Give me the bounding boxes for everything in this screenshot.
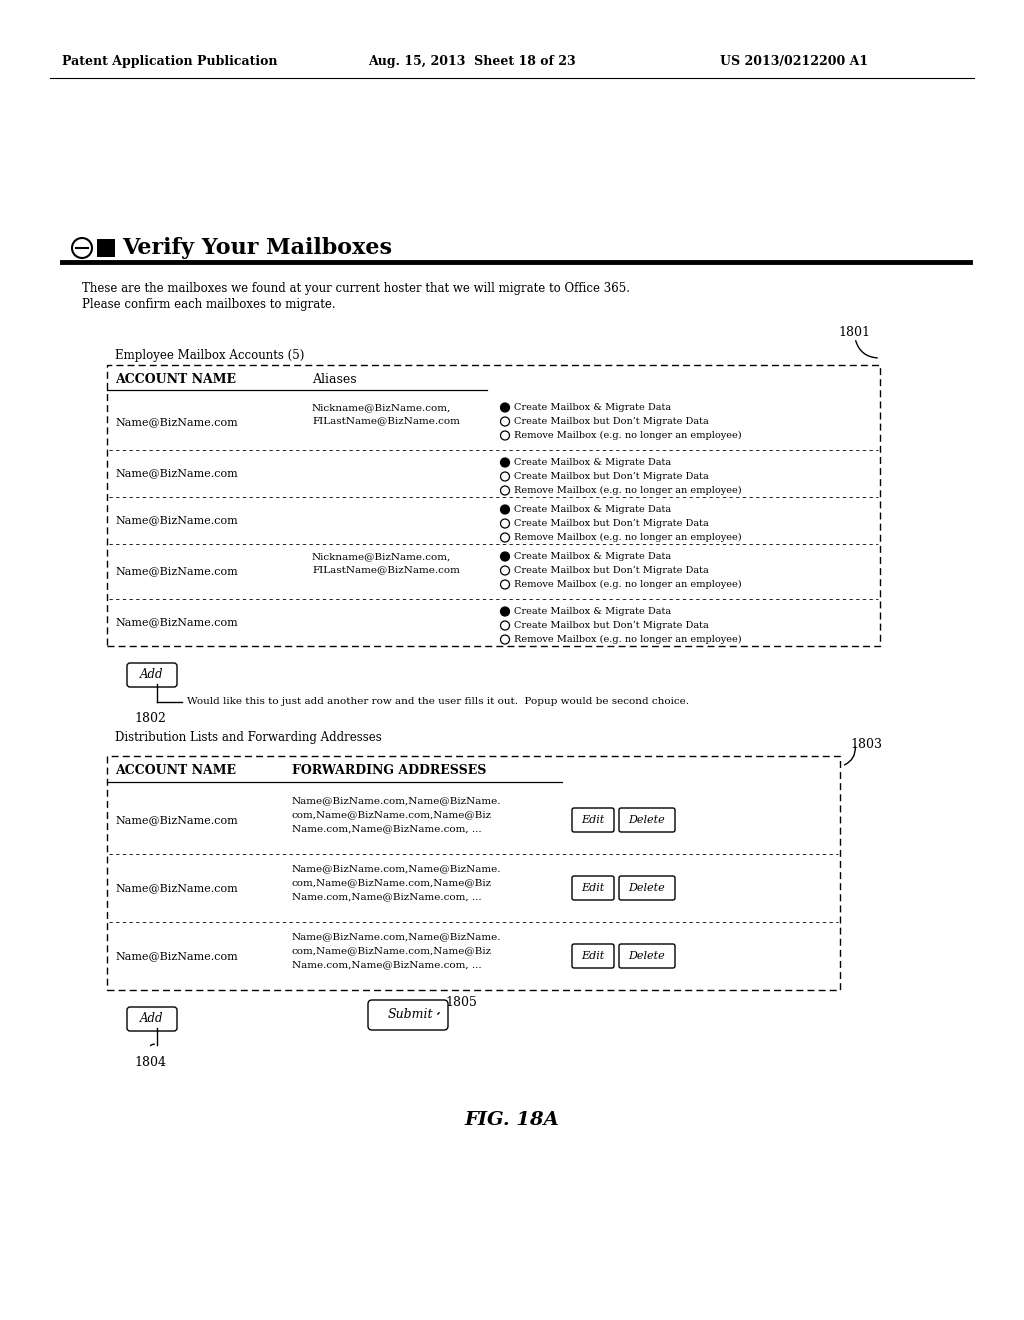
Text: Name@BizName.com: Name@BizName.com	[115, 566, 238, 577]
Circle shape	[501, 473, 510, 480]
Text: Submit: Submit	[387, 1008, 433, 1022]
Text: Distribution Lists and Forwarding Addresses: Distribution Lists and Forwarding Addres…	[115, 731, 382, 744]
Text: FIG. 18A: FIG. 18A	[465, 1111, 559, 1129]
Text: com,Name@BizName.com,Name@Biz: com,Name@BizName.com,Name@Biz	[292, 878, 493, 887]
Text: Name@BizName.com: Name@BizName.com	[115, 417, 238, 428]
Text: ACCOUNT NAME: ACCOUNT NAME	[115, 374, 236, 385]
Circle shape	[501, 620, 510, 630]
Text: Remove Mailbox (e.g. no longer an employee): Remove Mailbox (e.g. no longer an employ…	[514, 430, 741, 440]
Circle shape	[501, 533, 510, 543]
Text: Create Mailbox but Don’t Migrate Data: Create Mailbox but Don’t Migrate Data	[514, 473, 709, 480]
Text: Delete: Delete	[629, 950, 666, 961]
Text: 1801: 1801	[838, 326, 870, 339]
Text: FORWARDING ADDRESSES: FORWARDING ADDRESSES	[292, 764, 486, 777]
FancyBboxPatch shape	[106, 756, 840, 990]
Circle shape	[501, 403, 510, 412]
Text: ACCOUNT NAME: ACCOUNT NAME	[115, 764, 236, 777]
Circle shape	[501, 579, 510, 589]
Circle shape	[501, 519, 510, 528]
Circle shape	[501, 635, 510, 644]
Text: Remove Mailbox (e.g. no longer an employee): Remove Mailbox (e.g. no longer an employ…	[514, 533, 741, 543]
FancyBboxPatch shape	[618, 944, 675, 968]
Text: com,Name@BizName.com,Name@Biz: com,Name@BizName.com,Name@Biz	[292, 946, 493, 954]
Text: Name.com,Name@BizName.com, ...: Name.com,Name@BizName.com, ...	[292, 892, 481, 902]
Circle shape	[501, 607, 510, 616]
FancyBboxPatch shape	[572, 944, 614, 968]
FancyBboxPatch shape	[572, 876, 614, 900]
Text: Edit: Edit	[582, 950, 604, 961]
Text: Nickname@BizName.com,: Nickname@BizName.com,	[312, 403, 452, 412]
Text: Create Mailbox but Don’t Migrate Data: Create Mailbox but Don’t Migrate Data	[514, 620, 709, 630]
Circle shape	[501, 566, 510, 576]
Text: Create Mailbox & Migrate Data: Create Mailbox & Migrate Data	[514, 506, 671, 513]
Text: Add: Add	[140, 668, 164, 681]
Text: Name@BizName.com: Name@BizName.com	[115, 950, 238, 961]
Text: Name@BizName.com,Name@BizName.: Name@BizName.com,Name@BizName.	[292, 865, 502, 873]
Text: Nickname@BizName.com,: Nickname@BizName.com,	[312, 552, 452, 561]
Text: Delete: Delete	[629, 814, 666, 825]
Text: Name@BizName.com,Name@BizName.: Name@BizName.com,Name@BizName.	[292, 932, 502, 941]
Text: Create Mailbox but Don’t Migrate Data: Create Mailbox but Don’t Migrate Data	[514, 519, 709, 528]
Circle shape	[501, 506, 510, 513]
Text: Name.com,Name@BizName.com, ...: Name.com,Name@BizName.com, ...	[292, 960, 481, 969]
Text: FILastName@BizName.com: FILastName@BizName.com	[312, 565, 460, 574]
Text: Name@BizName.com: Name@BizName.com	[115, 814, 238, 825]
Text: Create Mailbox but Don’t Migrate Data: Create Mailbox but Don’t Migrate Data	[514, 417, 709, 426]
Circle shape	[501, 417, 510, 426]
Text: Remove Mailbox (e.g. no longer an employee): Remove Mailbox (e.g. no longer an employ…	[514, 579, 741, 589]
Text: Name@BizName.com: Name@BizName.com	[115, 883, 238, 894]
Circle shape	[501, 432, 510, 440]
Text: Create Mailbox & Migrate Data: Create Mailbox & Migrate Data	[514, 607, 671, 616]
Text: Create Mailbox & Migrate Data: Create Mailbox & Migrate Data	[514, 403, 671, 412]
Text: Employee Mailbox Accounts (5): Employee Mailbox Accounts (5)	[115, 348, 304, 362]
FancyBboxPatch shape	[127, 663, 177, 686]
FancyBboxPatch shape	[618, 876, 675, 900]
FancyBboxPatch shape	[106, 366, 880, 645]
Text: Would like this to just add another row and the user fills it out.  Popup would : Would like this to just add another row …	[187, 697, 689, 706]
Text: Name@BizName.com: Name@BizName.com	[115, 618, 238, 627]
Text: Name@BizName.com: Name@BizName.com	[115, 516, 238, 525]
Text: Create Mailbox but Don’t Migrate Data: Create Mailbox but Don’t Migrate Data	[514, 566, 709, 576]
Text: Patent Application Publication: Patent Application Publication	[62, 55, 278, 69]
Text: Aliases: Aliases	[312, 374, 356, 385]
Text: 1804: 1804	[134, 1056, 166, 1068]
Circle shape	[501, 552, 510, 561]
Text: 1803: 1803	[850, 738, 882, 751]
Text: These are the mailboxes we found at your current hoster that we will migrate to : These are the mailboxes we found at your…	[82, 282, 630, 294]
Text: Edit: Edit	[582, 883, 604, 894]
Text: Name@BizName.com: Name@BizName.com	[115, 469, 238, 479]
Text: Edit: Edit	[582, 814, 604, 825]
Text: Verify Your Mailboxes: Verify Your Mailboxes	[122, 238, 392, 259]
FancyBboxPatch shape	[618, 808, 675, 832]
Text: Name@BizName.com,Name@BizName.: Name@BizName.com,Name@BizName.	[292, 796, 502, 805]
Text: com,Name@BizName.com,Name@Biz: com,Name@BizName.com,Name@Biz	[292, 810, 493, 818]
Text: Create Mailbox & Migrate Data: Create Mailbox & Migrate Data	[514, 458, 671, 467]
FancyBboxPatch shape	[97, 239, 115, 257]
Text: Remove Mailbox (e.g. no longer an employee): Remove Mailbox (e.g. no longer an employ…	[514, 486, 741, 495]
Circle shape	[501, 458, 510, 467]
Text: 1805: 1805	[445, 995, 477, 1008]
Text: FILastName@BizName.com: FILastName@BizName.com	[312, 416, 460, 425]
Text: Create Mailbox & Migrate Data: Create Mailbox & Migrate Data	[514, 552, 671, 561]
Text: 1802: 1802	[134, 711, 166, 725]
Text: Delete: Delete	[629, 883, 666, 894]
FancyBboxPatch shape	[368, 1001, 449, 1030]
Text: Name.com,Name@BizName.com, ...: Name.com,Name@BizName.com, ...	[292, 824, 481, 833]
Text: Aug. 15, 2013  Sheet 18 of 23: Aug. 15, 2013 Sheet 18 of 23	[368, 55, 575, 69]
Text: Remove Mailbox (e.g. no longer an employee): Remove Mailbox (e.g. no longer an employ…	[514, 635, 741, 644]
FancyBboxPatch shape	[127, 1007, 177, 1031]
Text: Add: Add	[140, 1012, 164, 1026]
FancyBboxPatch shape	[572, 808, 614, 832]
Text: Please confirm each mailboxes to migrate.: Please confirm each mailboxes to migrate…	[82, 298, 336, 312]
Circle shape	[501, 486, 510, 495]
Text: US 2013/0212200 A1: US 2013/0212200 A1	[720, 55, 868, 69]
